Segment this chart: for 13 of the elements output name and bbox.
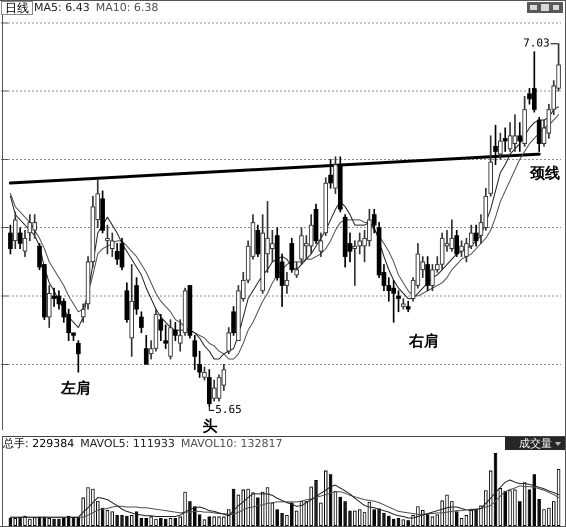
annotation: 左肩 (60, 378, 91, 397)
annotation: 头 (202, 416, 218, 435)
text: 总手: 229384 (3, 437, 74, 450)
annotation: 右肩 (408, 332, 439, 350)
annotation: 颈线 (529, 164, 560, 182)
text: MA5: 6.43 (34, 1, 90, 14)
chart-title: 成交量 (519, 437, 552, 450)
text: MAVOL5: 111933 (80, 437, 175, 450)
annotation: 7.03 (523, 36, 550, 50)
chart-title: 日线 (1, 1, 33, 15)
text: MA10: 6.38 (96, 1, 158, 14)
annotation: 5.65 (215, 403, 242, 416)
text: MAVOL10: 132817 (180, 437, 282, 450)
